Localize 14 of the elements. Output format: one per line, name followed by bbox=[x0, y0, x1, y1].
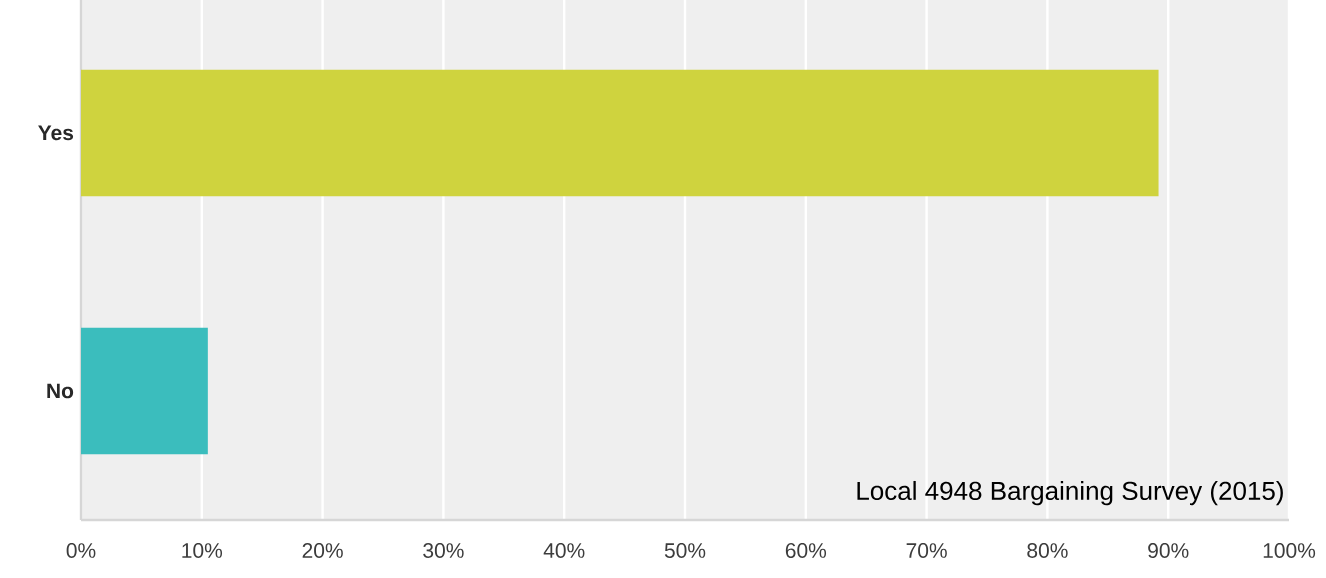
x-tick-label: 20% bbox=[302, 543, 343, 558]
x-tick-label: 80% bbox=[1027, 543, 1068, 558]
x-tick-label: 0% bbox=[66, 543, 96, 558]
x-tick-label: 70% bbox=[906, 543, 947, 558]
annotation: Local 4948 Bargaining Survey (2015) bbox=[857, 480, 1283, 506]
y-tick-label: No bbox=[47, 383, 74, 399]
y-tick-label: Yes bbox=[38, 125, 74, 141]
x-tick-label: 30% bbox=[423, 543, 464, 558]
x-tick-label: 50% bbox=[664, 543, 706, 558]
x-tick-label: 10% bbox=[182, 543, 223, 558]
x-tick-label: 60% bbox=[785, 543, 827, 558]
x-tick-label: 90% bbox=[1148, 543, 1189, 558]
x-tick-label: 40% bbox=[543, 543, 585, 558]
x-tick-label: 100% bbox=[1263, 543, 1316, 558]
